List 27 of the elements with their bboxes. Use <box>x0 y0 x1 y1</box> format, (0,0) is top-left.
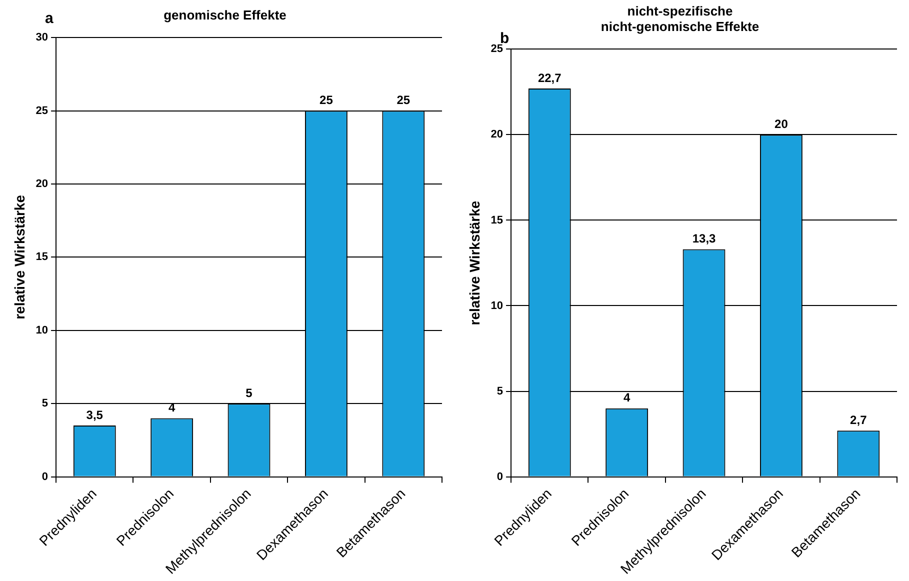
y-tick-label: 25 <box>36 104 48 117</box>
y-tick-label: 20 <box>36 178 48 190</box>
data-label: 4 <box>168 400 176 415</box>
y-tick-label: 0 <box>496 470 504 483</box>
text: a <box>45 10 54 27</box>
y-tick-label: 10 <box>36 324 48 336</box>
data-label: 25 <box>396 93 410 108</box>
y-tick-label: 30 <box>36 32 48 44</box>
data-label: 20 <box>774 117 788 132</box>
data-label: 25 <box>320 93 334 108</box>
y-tick-label: 15 <box>36 251 48 264</box>
y-tick-label: 10 <box>490 300 504 312</box>
data-label: 13,3 <box>692 232 716 246</box>
data-label: 4 <box>623 390 630 405</box>
data-label: 3,5 <box>86 408 104 422</box>
y-axis-title: relative Wirkstärke <box>11 194 28 320</box>
data-label: 22,7 <box>538 70 562 85</box>
chart-title: genomische Effekte <box>164 7 286 22</box>
data-label: 2,7 <box>850 412 868 427</box>
chart-title: nicht-spezifische nicht-genomische Effekte <box>600 3 760 34</box>
y-tick-label: 0 <box>42 470 48 483</box>
y-tick-label: 15 <box>490 214 504 226</box>
y-tick-label: 20 <box>490 128 504 141</box>
data-label: 5 <box>246 386 253 400</box>
y-tick-label: 5 <box>42 398 48 410</box>
y-tick-label: 5 <box>496 385 504 398</box>
y-axis-title: relative Wirkstärke <box>466 200 482 326</box>
